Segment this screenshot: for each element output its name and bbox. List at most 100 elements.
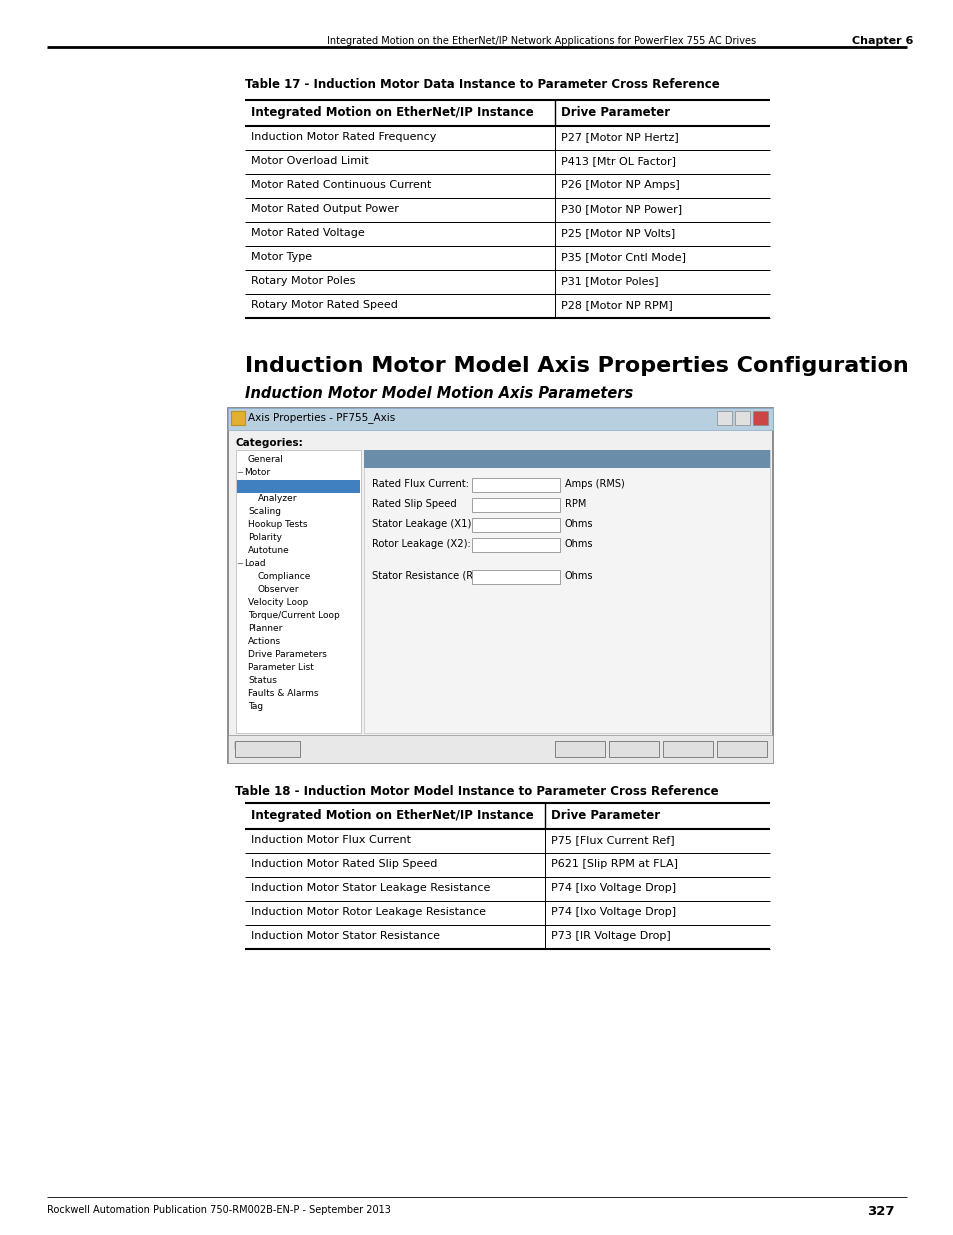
Text: P73 [IR Voltage Drop]: P73 [IR Voltage Drop] [551, 931, 670, 941]
Text: Rockwell Automation Publication 750-RM002B-EN-P - September 2013: Rockwell Automation Publication 750-RM00… [47, 1205, 391, 1215]
Text: Motor Overload Limit: Motor Overload Limit [251, 156, 368, 165]
Text: Chapter 6: Chapter 6 [851, 36, 912, 46]
Text: 200.0: 200.0 [475, 500, 502, 510]
Text: Analyzer: Analyzer [257, 494, 297, 503]
Bar [228, 408, 772, 430]
Text: Motor Rated Voltage: Motor Rated Voltage [251, 228, 364, 238]
Text: P413 [Mtr OL Factor]: P413 [Mtr OL Factor] [560, 156, 676, 165]
Text: General: General [248, 454, 284, 464]
Text: P27 [Motor NP Hertz]: P27 [Motor NP Hertz] [560, 132, 678, 142]
Text: Axis Properties - PF755_Axis: Axis Properties - PF755_Axis [248, 412, 395, 422]
Text: Ohms: Ohms [564, 571, 593, 580]
Bar [235, 450, 360, 734]
Text: Induction Motor Model Axis Properties Configuration: Induction Motor Model Axis Properties Co… [245, 356, 908, 375]
Text: P26 [Motor NP Amps]: P26 [Motor NP Amps] [560, 180, 679, 190]
Text: Cancel: Cancel [617, 742, 650, 752]
Text: P30 [Motor NP Power]: P30 [Motor NP Power] [560, 204, 681, 214]
Text: Polarity: Polarity [248, 534, 282, 542]
Text: Manual Tune...: Manual Tune... [234, 742, 299, 751]
Text: Stator Resistance (R1): Stator Resistance (R1) [372, 571, 483, 580]
Text: 0.0: 0.0 [475, 520, 490, 530]
Text: Actions: Actions [248, 637, 281, 646]
Bar [717, 741, 766, 757]
Bar [245, 803, 769, 829]
Text: 327: 327 [866, 1205, 894, 1218]
Text: Ohms: Ohms [564, 519, 593, 529]
Text: Motor: Motor [244, 468, 270, 477]
Text: Rotary Motor Poles: Rotary Motor Poles [251, 275, 355, 287]
Text: Faults & Alarms: Faults & Alarms [248, 689, 318, 698]
Text: −: − [235, 468, 243, 477]
Text: Rated Flux Current:: Rated Flux Current: [372, 479, 469, 489]
Text: _: _ [721, 412, 725, 421]
Text: Tag: Tag [248, 701, 263, 711]
Text: P74 [Ixo Voltage Drop]: P74 [Ixo Voltage Drop] [551, 883, 676, 893]
Text: −: − [235, 559, 243, 568]
Text: Induction Motor Stator Resistance: Induction Motor Stator Resistance [251, 931, 439, 941]
Text: Induction Motor Rated Frequency: Induction Motor Rated Frequency [251, 132, 436, 142]
Text: Load: Load [244, 559, 265, 568]
Bar [555, 741, 604, 757]
Text: Integrated Motion on EtherNet/IP Instance: Integrated Motion on EtherNet/IP Instanc… [251, 809, 533, 823]
Text: Amps (RMS): Amps (RMS) [564, 479, 624, 489]
Text: Stator Leakage (X1):: Stator Leakage (X1): [372, 519, 475, 529]
Text: Categories:: Categories: [235, 438, 303, 448]
Bar [472, 478, 559, 492]
Text: Autotune: Autotune [248, 546, 290, 555]
Text: P25 [Motor NP Volts]: P25 [Motor NP Volts] [560, 228, 675, 238]
Text: Compliance: Compliance [257, 572, 311, 580]
Bar [472, 498, 559, 513]
Text: Rotary Motor Rated Speed: Rotary Motor Rated Speed [251, 300, 397, 310]
Text: Induction Motor Rotor Leakage Resistance: Induction Motor Rotor Leakage Resistance [251, 906, 485, 918]
Text: x: x [757, 412, 761, 421]
Bar [472, 517, 559, 532]
Text: Motor Type: Motor Type [251, 252, 312, 262]
Text: P31 [Motor Poles]: P31 [Motor Poles] [560, 275, 658, 287]
Text: Induction Motor Stator Leakage Resistance: Induction Motor Stator Leakage Resistanc… [251, 883, 490, 893]
Bar [228, 735, 772, 763]
Text: Observer: Observer [257, 585, 299, 594]
Bar [472, 538, 559, 552]
Text: P75 [Flux Current Ref]: P75 [Flux Current Ref] [551, 835, 674, 845]
Text: Apply: Apply [674, 742, 701, 752]
Bar [734, 411, 749, 425]
Text: Help: Help [730, 742, 753, 752]
Bar [245, 100, 769, 126]
Text: OK: OK [573, 742, 586, 752]
Text: □: □ [738, 412, 745, 421]
Text: P621 [Slip RPM at FLA]: P621 [Slip RPM at FLA] [551, 860, 678, 869]
Text: Rated Slip Speed: Rated Slip Speed [372, 499, 456, 509]
Text: Scaling: Scaling [248, 508, 281, 516]
Text: 0.1653788: 0.1653788 [475, 480, 527, 490]
Text: Rotor Leakage (X2):: Rotor Leakage (X2): [372, 538, 470, 550]
Text: Motor Rated Output Power: Motor Rated Output Power [251, 204, 398, 214]
Text: Parameter List: Parameter List [248, 663, 314, 672]
Text: Velocity Loop: Velocity Loop [248, 598, 308, 606]
Text: Drive Parameters: Drive Parameters [248, 650, 327, 659]
Text: Status: Status [248, 676, 276, 685]
Bar [364, 450, 769, 734]
Text: Motor Rated Continuous Current: Motor Rated Continuous Current [251, 180, 431, 190]
Text: 0.0: 0.0 [475, 540, 490, 550]
Text: Drive Parameter: Drive Parameter [551, 809, 659, 823]
Bar [662, 741, 712, 757]
Bar [472, 571, 559, 584]
Text: Torque/Current Loop: Torque/Current Loop [248, 611, 339, 620]
Text: Table 17 - Induction Motor Data Instance to Parameter Cross Reference: Table 17 - Induction Motor Data Instance… [245, 78, 719, 91]
Text: P28 [Motor NP RPM]: P28 [Motor NP RPM] [560, 300, 672, 310]
Text: Motor Model Phase to Phase Parameters: Motor Model Phase to Phase Parameters [369, 452, 608, 462]
Text: P74 [Ixo Voltage Drop]: P74 [Ixo Voltage Drop] [551, 906, 676, 918]
Bar [236, 480, 359, 493]
Bar [231, 411, 245, 425]
Text: P35 [Motor Cntl Mode]: P35 [Motor Cntl Mode] [560, 252, 685, 262]
Text: Induction Motor Model Motion Axis Parameters: Induction Motor Model Motion Axis Parame… [245, 387, 633, 401]
Text: RPM: RPM [564, 499, 586, 509]
Bar [364, 450, 769, 468]
Text: Planner: Planner [248, 624, 282, 634]
Text: 96.1: 96.1 [475, 572, 496, 582]
Bar [608, 741, 659, 757]
Text: Model: Model [257, 480, 289, 490]
Text: Induction Motor Flux Current: Induction Motor Flux Current [251, 835, 411, 845]
Text: Drive Parameter: Drive Parameter [560, 106, 669, 119]
Bar [717, 411, 731, 425]
